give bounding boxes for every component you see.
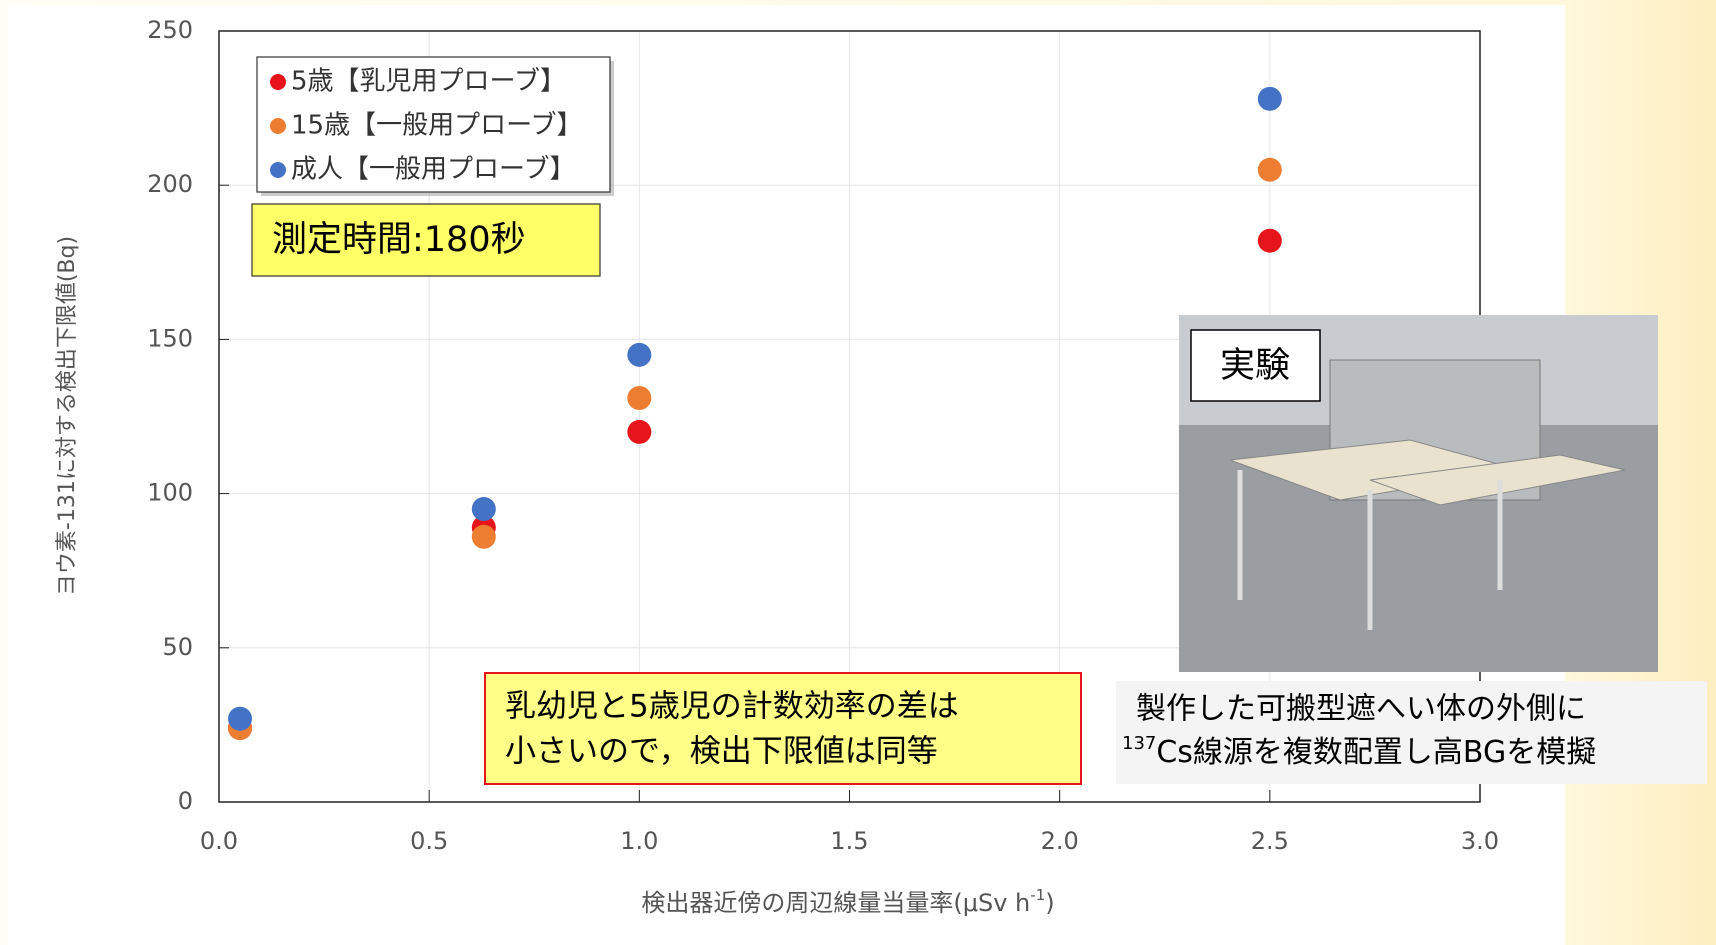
x-label-end: ) [1045,889,1054,917]
photo-label-box [1190,329,1321,402]
time-box [251,203,601,277]
x-label-main: 検出器近傍の周辺線量当量率(μSv h [641,889,1030,917]
x-tick-label: 2.5 [1251,827,1289,855]
x-tick-label: 1.5 [830,827,868,855]
x-axis-label: 検出器近傍の周辺線量当量率(μSv h-1) [641,886,1054,918]
point [471,497,496,522]
x-tick-label: 1.0 [620,827,658,855]
x-tick-label: 0.5 [410,827,448,855]
caption-line: 137Cs線源を複数配置し高BGを模擬 [1122,733,1596,770]
y-tick-label: 50 [162,633,193,661]
legend-label: 15歳【一般用プローブ】 [291,111,583,141]
legend-marker [270,162,286,178]
legend-box [256,56,611,193]
note-line: 乳幼児と5歳児の計数効率の差は [505,689,959,725]
point [627,342,652,367]
legend-label: 5歳【乳児用プローブ】 [291,67,566,97]
point [627,419,652,444]
legend-marker [270,118,286,134]
x-tick-label: 0.0 [200,827,238,855]
y-tick-label: 250 [147,16,193,44]
point [1257,228,1282,253]
caption-box [1116,681,1707,784]
note-line: 小さいので，検出下限値は同等 [505,734,938,770]
x-tick-label: 2.0 [1041,827,1079,855]
caption-text: Cs線源を複数配置し高BGを模擬 [1156,735,1596,770]
point [471,524,496,549]
y-tick-label: 150 [147,324,193,352]
legend-items: 5歳【乳児用プローブ】 15歳【一般用プローブ】成人【一般用プローブ】 [270,67,583,185]
y-tick-label: 200 [147,170,193,198]
legend: 5歳【乳児用プローブ】 15歳【一般用プローブ】成人【一般用プローブ】 [256,56,614,196]
photo-label: 実験 [1220,346,1290,386]
y-tick-label: 100 [147,479,193,507]
x-tick-label: 3.0 [1461,827,1499,855]
caption-line: 製作した可搬型遮へい体の外側に [1136,692,1586,727]
note-box [484,672,1082,785]
y-tick-label: 0 [178,787,193,815]
point [228,706,253,731]
photo [1179,315,1658,672]
y-axis-label: ヨウ素-131に対する検出下限値(Bq) [55,236,80,596]
legend-label: 成人【一般用プローブ】 [291,155,575,185]
caption-sup: 137 [1122,733,1156,754]
legend-marker [270,74,286,90]
point [1257,157,1282,182]
point [1257,86,1282,111]
x-label-sup: -1 [1030,886,1045,904]
time-annotation: 測定時間:180秒 [272,220,526,260]
marks [228,86,1282,740]
point [627,385,652,410]
